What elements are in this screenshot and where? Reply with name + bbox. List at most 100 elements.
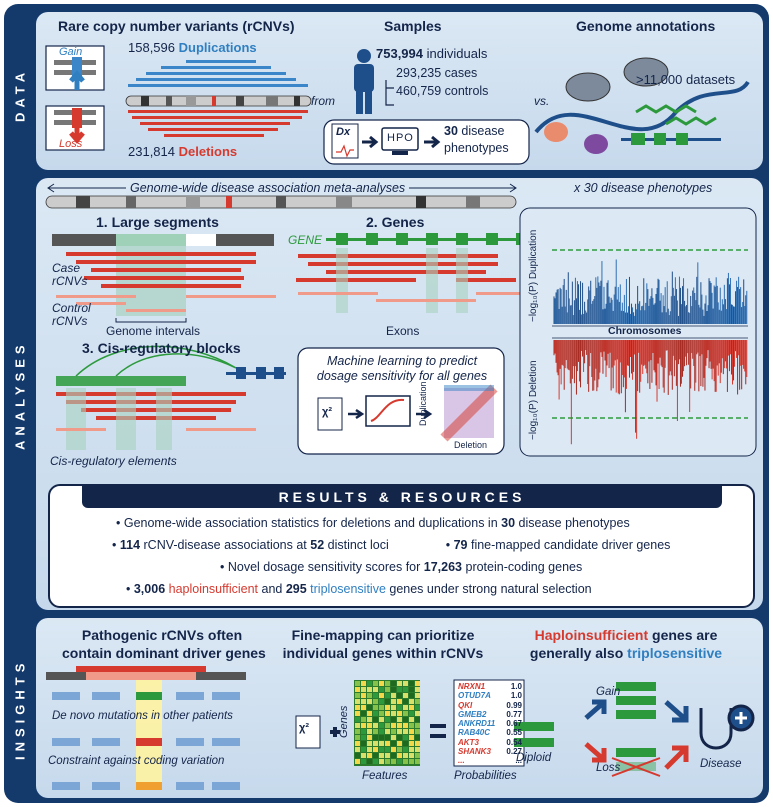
results-line-4-f: triplosensitive [306,582,386,596]
results-title: RESULTS & RESOURCES [82,486,722,508]
dx-label: Dx [336,126,351,138]
heatmap-cell [397,741,402,746]
heatmap-cell [385,693,390,698]
heatmap-cell [391,741,396,746]
insight-2-title: Fine-mapping can prioritize individual g… [278,626,488,662]
heatmap-cell [373,717,378,722]
heatmap-cell [379,723,384,728]
results-line-3-b: 17,263 [423,560,463,574]
heatmap-cell [415,723,420,728]
heatmap-cell [391,735,396,740]
genes-axis-label: Genes [338,705,350,738]
gene-probability-row: SHANK3 0.27 [458,747,522,756]
gene-name: SHANK3 [458,747,491,757]
heatmap-cell [379,741,384,746]
heatmap-cell [355,729,360,734]
results-line-2: • 114 rCNV-disease associations at 52 di… [112,538,670,552]
heatmap-cell [397,705,402,710]
heatmap-cell [367,753,372,758]
heatmap-cell [385,747,390,752]
dup-axis-label: −log₁₀(P) Duplication [528,229,539,322]
heatmap-cell [385,687,390,692]
del-axis-label: −log₁₀(P) Deletion [528,360,539,440]
heatmap-cell [385,717,390,722]
gene-name: GMEB2 [458,709,487,719]
features-label: Features [362,770,408,782]
heatmap-cell [367,699,372,704]
heatmap-cell [385,723,390,728]
equals-icon [430,724,446,738]
heatmap-cell [379,705,384,710]
heatmap-cell [409,681,414,686]
heatmap-cell [373,705,378,710]
manhattan-duplication-plot [553,259,748,324]
person-icon [354,49,374,114]
heatmap-cell [361,705,366,710]
heatmap-cell [373,693,378,698]
heatmap-cell [367,735,372,740]
results-line-4-g: genes under strong natural selection [385,582,592,596]
chi-square-icon [317,397,343,431]
heatmap-cell [361,735,366,740]
control-label-2: rCNVs [52,314,88,328]
ml-chi-label: χ² [322,406,332,418]
results-box: RESULTS & RESOURCES • Genome-wide associ… [48,484,755,608]
heatmap-cell [415,705,420,710]
results-line-3-a: • Novel dosage sensitivity scores for [220,560,424,574]
heatmap-cell [379,681,384,686]
gene-name: ... [458,756,465,766]
heatmap-cell [367,693,372,698]
heatmap-cell [415,753,420,758]
heatmap-cell [355,711,360,716]
gain-label: Gain [59,46,83,58]
heatmap-cell [391,711,396,716]
denovo-label: De novo mutations in other patients [52,710,233,722]
heatmap-cell [403,747,408,752]
heatmap-cell [415,735,420,740]
insight-1-title-2: contain dominant driver genes [62,645,266,661]
loss-label: Loss [59,138,83,150]
case-label-2: rCNVs [52,274,88,288]
heatmap-cell [361,693,366,698]
gain-arrow-icon [584,699,607,720]
constraint-label: Constraint against coding variation [48,755,225,767]
heatmap-cell [397,711,402,716]
results-line-4-a: • [126,582,134,596]
gene-probability-row: ...... [458,756,522,765]
heatmap-cell [391,723,396,728]
heatmap-cell [355,687,360,692]
heatmap-cell [373,711,378,716]
case-label: Case rCNVs [52,262,87,288]
insight-3-title-b: genes are [648,627,718,643]
results-line-2-b: 114 [119,538,141,552]
gene-probability-row: RAB40C 0.55 [458,728,522,737]
heatmap-cell [361,747,366,752]
heatmap-cell [415,717,420,722]
gene-probability-row: QKI 0.99 [458,701,522,710]
heatmap-cell [373,747,378,752]
insight-3-title-c: generally also [529,645,628,661]
arrow-icon-2 [424,135,441,149]
gene-probability: 0.55 [506,728,522,738]
heatmap-cell [367,711,372,716]
heatmap-cell [379,699,384,704]
gene-probability: 1.0 [510,682,522,691]
loss-label-2: Loss [596,762,621,774]
heatmap-cell [415,711,420,716]
heatmap-cell [397,717,402,722]
heatmap-cell [409,735,414,740]
signal-tracks-icon [635,104,717,126]
heatmap-cell [385,681,390,686]
heatmap-cell [403,729,408,734]
heatmap-cell [409,711,414,716]
ml-text-2: dosage sensitivity for all genes [316,369,488,383]
gene-label: GENE [288,233,323,247]
case-label-1: Case [52,261,81,275]
heatmap-cell [397,735,402,740]
results-line-1: • Genome-wide association statistics for… [116,516,630,530]
heatmap-cell [379,747,384,752]
heatmap-cell [385,741,390,746]
cases-count: 293,235 cases [396,66,478,80]
gene-probability: 0.67 [506,719,522,729]
heatmap-cell [373,699,378,704]
